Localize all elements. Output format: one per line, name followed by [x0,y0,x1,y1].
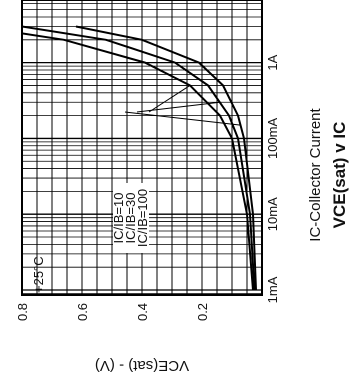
plot-area [22,0,262,295]
x-tick-labels: 1mA 10mA 100mA 1A [265,54,280,303]
leader-line [124,111,241,126]
x-tick-label: 10mA [265,197,280,231]
legend-label-bg [113,183,125,253]
y-tick-label: 0.6 [75,303,90,321]
legend-label: IC/IB=30 [123,193,138,244]
x-tick-label: 1A [265,54,280,70]
y-tick-labels: 0.8 0.6 0.4 0.2 [15,303,210,321]
legend-label-bg [125,183,137,253]
y-tick-label: 0.2 [195,303,210,321]
y-axis-title: VCE(sat) - (V) [95,357,189,374]
legend-label: IC/IB=100 [135,189,150,247]
temperature-label: +25°C [31,256,46,293]
leader-line [148,85,191,113]
chart-title: VCE(sat) v IC [330,122,349,229]
y-tick-label: 0.4 [135,303,150,321]
plot-frame [21,0,263,296]
series-layer [22,25,257,291]
x-tick-label: 100mA [265,118,280,160]
legend-callouts [124,85,241,126]
y-tick-label: 0.8 [15,303,30,321]
leader-line [136,101,220,113]
series-line-1 [75,25,257,291]
legend-label: IC/IB=10 [111,193,126,244]
legend-label-bg [137,183,149,253]
x-axis-title: IC-Collector Current [307,107,324,241]
series-line-3 [22,32,254,291]
x-tick-label: 1mA [265,276,280,303]
series-line-2 [22,25,256,291]
